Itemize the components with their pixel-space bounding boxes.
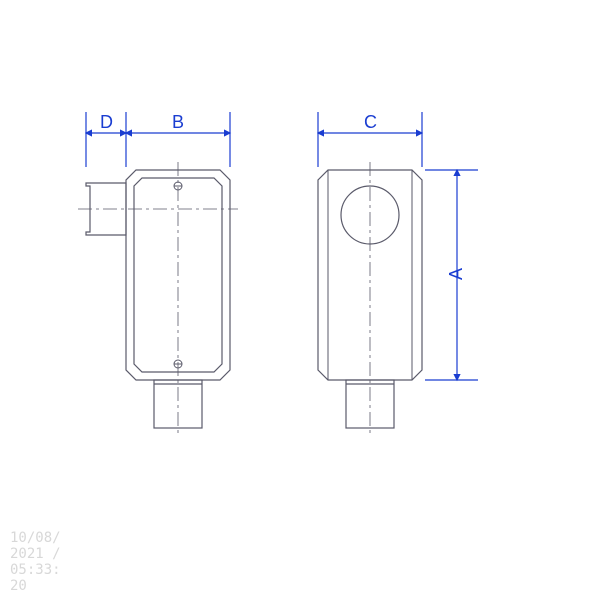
watermark: 10/08/ 2021 / 05:33: 20 — [10, 530, 61, 594]
svg-text:20: 20 — [10, 578, 27, 594]
svg-text:2021 /: 2021 / — [10, 546, 61, 562]
dim-C-label: C — [364, 112, 377, 132]
dim-B-label: B — [172, 112, 184, 132]
svg-text:05:33:: 05:33: — [10, 562, 61, 578]
svg-text:10/08/: 10/08/ — [10, 530, 61, 546]
right-view — [318, 162, 422, 436]
dim-A-label: A — [446, 268, 466, 280]
dimensions — [86, 112, 478, 380]
dim-D-label: D — [100, 112, 113, 132]
left-view — [78, 162, 238, 436]
